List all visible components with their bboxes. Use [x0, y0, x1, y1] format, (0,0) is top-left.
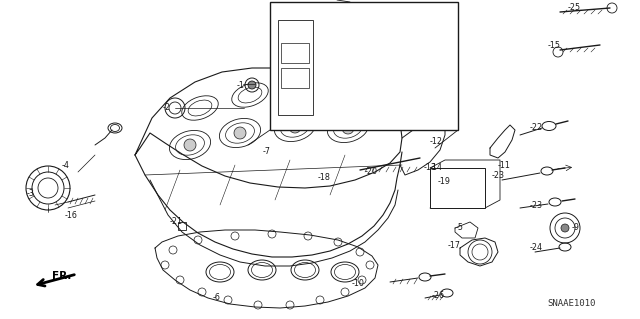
Bar	[430, 168, 485, 208]
Circle shape	[268, 230, 276, 238]
Text: -9: -9	[572, 224, 580, 233]
Text: -20: -20	[365, 167, 378, 176]
Text: -7: -7	[263, 147, 271, 157]
Text: -13: -13	[424, 164, 437, 173]
Text: -11: -11	[498, 160, 511, 169]
Circle shape	[194, 236, 202, 244]
Circle shape	[169, 246, 177, 254]
Circle shape	[176, 276, 184, 284]
Text: -1: -1	[237, 80, 245, 90]
Text: -4: -4	[62, 160, 70, 169]
Circle shape	[184, 139, 196, 151]
Text: -21: -21	[170, 218, 183, 226]
Circle shape	[335, 20, 345, 30]
Circle shape	[366, 261, 374, 269]
Circle shape	[286, 301, 294, 309]
Text: -8: -8	[294, 123, 302, 132]
Circle shape	[356, 248, 364, 256]
Circle shape	[386, 51, 394, 59]
Bar	[270, 2, 458, 130]
Bar	[178, 222, 186, 230]
Text: -22: -22	[530, 123, 543, 132]
Circle shape	[304, 232, 312, 240]
Circle shape	[248, 81, 256, 89]
Circle shape	[561, 224, 569, 232]
Circle shape	[341, 288, 349, 296]
Text: -2: -2	[163, 103, 171, 113]
Text: -24: -24	[530, 243, 543, 253]
Circle shape	[446, 183, 450, 187]
Text: -26: -26	[432, 291, 445, 300]
Text: -3: -3	[27, 189, 35, 197]
Text: -25: -25	[568, 4, 581, 12]
Text: -10: -10	[352, 278, 365, 287]
Text: SNAAE1010: SNAAE1010	[548, 299, 596, 308]
Text: -17: -17	[448, 241, 461, 249]
Text: -18: -18	[318, 174, 331, 182]
Bar	[281, 68, 309, 88]
Bar	[281, 43, 309, 63]
Text: -23: -23	[530, 201, 543, 210]
Bar	[278, 20, 313, 115]
Circle shape	[198, 288, 206, 296]
Text: -12: -12	[430, 137, 443, 146]
Text: -23: -23	[492, 170, 505, 180]
Text: -15: -15	[548, 41, 561, 49]
Circle shape	[289, 121, 301, 133]
Circle shape	[234, 127, 246, 139]
Circle shape	[334, 238, 342, 246]
Circle shape	[342, 122, 354, 134]
Circle shape	[358, 276, 366, 284]
Text: -5: -5	[456, 224, 464, 233]
Circle shape	[224, 296, 232, 304]
Text: -19: -19	[438, 177, 451, 187]
Circle shape	[161, 261, 169, 269]
Text: -16: -16	[65, 211, 78, 219]
Circle shape	[231, 232, 239, 240]
Circle shape	[316, 296, 324, 304]
Text: -14: -14	[430, 164, 443, 173]
Circle shape	[254, 301, 262, 309]
Text: FR.: FR.	[52, 271, 72, 281]
Text: -6: -6	[213, 293, 221, 302]
